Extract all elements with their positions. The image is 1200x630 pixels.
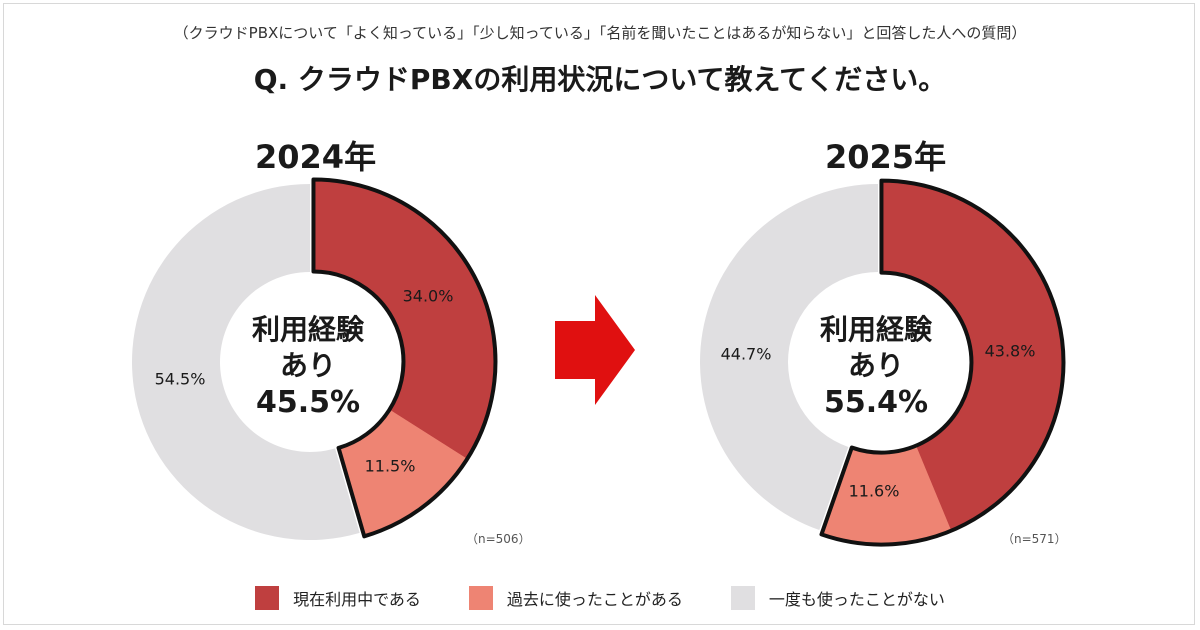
donut-1-label-current: 43.8%: [985, 342, 1036, 361]
donut-0-label-past: 11.5%: [365, 457, 416, 476]
chart-title-2024: 2024年: [255, 138, 377, 176]
center-percent: 55.4%: [823, 384, 929, 420]
legend-item-never: 一度も使ったことがない: [730, 586, 945, 610]
donut-0-used-group: [311, 177, 498, 539]
center-line-1: 利用経験: [819, 313, 932, 346]
donut-0-label-current: 34.0%: [403, 287, 454, 306]
legend: 現在利用中である 過去に使ったことがある 一度も使ったことがない: [0, 586, 1200, 610]
legend-label: 一度も使ったことがない: [768, 590, 945, 609]
donut-1-label-past: 11.6%: [849, 482, 900, 501]
center-line-2: あり: [279, 348, 336, 382]
donut-0-slice-never: [131, 184, 360, 540]
center-line-2: あり: [847, 348, 904, 382]
center-label-2024: 利用経験 あり 45.5%: [208, 312, 408, 422]
donut-0-used-outline: [311, 177, 498, 539]
donut-0-label-never: 54.5%: [155, 370, 206, 389]
legend-label: 過去に使ったことがある: [506, 590, 683, 609]
donut-1-slice-never: [699, 184, 878, 531]
arrow-right-icon: [555, 295, 635, 405]
legend-label: 現在利用中である: [293, 590, 421, 609]
center-line-1: 利用経験: [251, 313, 364, 346]
chart-title-2025: 2025年: [825, 138, 947, 176]
legend-swatch: [255, 586, 280, 610]
legend-swatch: [468, 586, 493, 610]
question-note: （クラウドPBXについて「よく知っている」「少し知っている」「名前を聞いたことは…: [173, 24, 1027, 42]
donut-1-used-outline: [819, 178, 1066, 547]
legend-item-current: 現在利用中である: [255, 586, 421, 610]
donut-1-label-never: 44.7%: [721, 345, 772, 364]
sample-size-2025: （n=571）: [1002, 532, 1067, 546]
donut-1-used-group: [819, 178, 1066, 547]
center-label-2025: 利用経験 あり 55.4%: [776, 312, 976, 422]
legend-item-past: 過去に使ったことがある: [468, 586, 683, 610]
sample-size-2024: （n=506）: [466, 532, 531, 546]
chart-frame: [3, 3, 1195, 625]
legend-swatch: [730, 586, 755, 610]
question-title: Q. クラウドPBXの利用状況について教えてください。: [253, 63, 947, 96]
center-percent: 45.5%: [255, 384, 361, 420]
